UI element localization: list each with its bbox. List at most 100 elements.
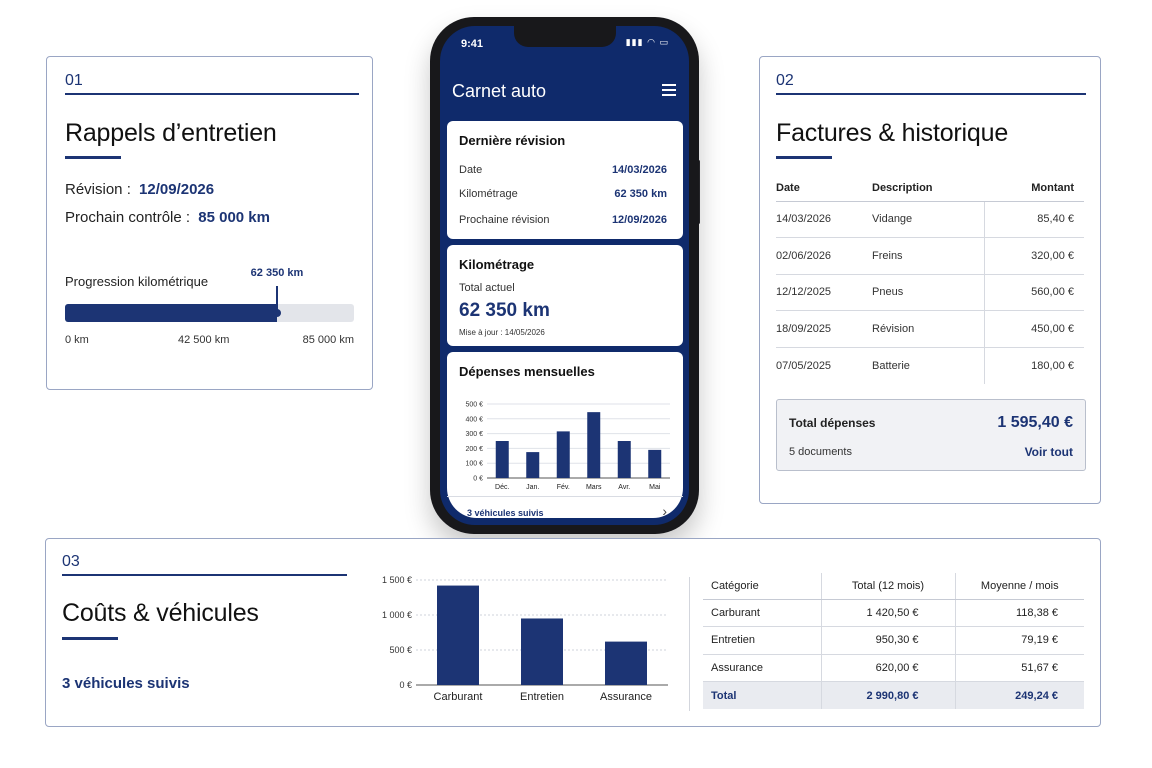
next-check-line: Prochain contrôle : 85 000 km <box>65 209 270 226</box>
progress-marker-dot <box>272 309 281 317</box>
title-underline <box>776 156 832 159</box>
last-revision-row: Prochaine révision 12/09/2026 <box>459 214 667 226</box>
bar <box>556 431 570 478</box>
mileage-progress-bar <box>65 286 354 322</box>
total-average: 249,24 € <box>954 681 1084 709</box>
section-number: 02 <box>776 72 794 89</box>
x-tick-label: Fév. <box>557 484 570 491</box>
row-value: 62 350 km <box>614 188 667 200</box>
invoice-date: 14/03/2026 <box>776 201 872 239</box>
table-header-row: Catégorie Total (12 mois) Moyenne / mois <box>703 573 1084 600</box>
x-tick-label: Avr. <box>618 484 630 491</box>
total-category: Total <box>703 681 821 709</box>
revision-label: Révision : <box>65 181 131 198</box>
last-revision-card[interactable]: Dernière révision Date 14/03/2026 Kilomé… <box>447 121 683 239</box>
expenses-summary: Total dépenses 1 595,40 € 5 documents Vo… <box>776 399 1086 471</box>
vehicles-tracked-link[interactable]: 3 véhicules suivis <box>467 508 544 518</box>
table-row[interactable]: 12/12/2025 Pneus 560,00 € <box>776 274 1084 312</box>
chevron-right-icon[interactable]: › <box>662 503 667 519</box>
column-header-description: Description <box>872 175 985 202</box>
row-label: Date <box>459 164 483 176</box>
y-tick-label: 100 € <box>465 461 483 468</box>
maintenance-reminders-card: 01 Rappels d’entretien Révision : 12/09/… <box>46 56 373 390</box>
progress-tick-mid: 42 500 km <box>178 334 230 346</box>
cost-average: 79,19 € <box>954 626 1084 655</box>
next-check-label: Prochain contrôle : <box>65 209 191 226</box>
cost-category: Entretien <box>703 626 821 655</box>
invoice-date: 12/12/2025 <box>776 274 872 312</box>
table-row[interactable]: 02/06/2026 Freins 320,00 € <box>776 237 1084 275</box>
section-title: Coûts & véhicules <box>62 599 259 627</box>
section-title: Factures & historique <box>776 119 1009 147</box>
bar <box>605 641 647 685</box>
x-tick-label: Mai <box>649 484 661 491</box>
bar <box>617 441 631 478</box>
invoice-date: 18/09/2025 <box>776 310 872 348</box>
x-tick-label: Jan. <box>526 484 539 491</box>
table-row: Entretien 950,30 €79,19 € <box>703 626 1084 655</box>
bar <box>587 412 601 478</box>
y-tick-label: 1 000 € <box>382 610 412 620</box>
app-title: Carnet auto <box>452 81 547 101</box>
invoice-description: Pneus <box>872 274 985 312</box>
documents-count: 5 documents <box>789 446 852 458</box>
progress-label: Progression kilométrique <box>65 274 209 289</box>
invoice-amount: 450,00 € <box>984 310 1084 348</box>
table-row[interactable]: 14/03/2026 Vidange 85,40 € <box>776 201 1084 239</box>
section-rule <box>776 93 1086 95</box>
table-total-row: Total 2 990,80 €249,24 € <box>703 681 1084 709</box>
y-tick-label: 0 € <box>399 680 412 690</box>
phone-mockup: 9:41 ▮▮▮ ◠ ▭ Carnet auto Dernière révisi… <box>430 17 699 534</box>
y-tick-label: 300 € <box>465 431 483 438</box>
vertical-divider <box>689 577 690 711</box>
invoice-date: 07/05/2025 <box>776 359 832 372</box>
table-header-row: Date Description Montant <box>776 175 1084 202</box>
monthly-expenses-chart: 0 € 100 € 200 € 300 € 400 € 500 € Déc. Jan. Fév.… <box>465 401 670 491</box>
section-number: 03 <box>62 553 80 570</box>
column-header-amount: Montant <box>984 175 1084 202</box>
revision-line: Révision : 12/09/2026 <box>65 181 214 198</box>
table-row[interactable]: 07/05/2025 Batterie 180,00 € <box>776 347 1084 384</box>
invoice-amount: 85,40 € <box>984 201 1084 239</box>
revision-value: 12/09/2026 <box>139 181 215 198</box>
cost-category: Carburant <box>703 599 821 627</box>
last-revision-row: Date 14/03/2026 <box>459 164 667 176</box>
category-costs-chart: 0 € 500 € 1 000 € 1 500 € Carburant Entretien… <box>382 575 668 703</box>
invoice-description: Freins <box>872 237 985 275</box>
total-expenses-value: 1 595,40 € <box>997 414 1073 431</box>
invoice-description: Batterie <box>872 359 910 372</box>
section-rule <box>65 93 359 95</box>
wifi-icon: ◠ <box>647 37 656 47</box>
status-time: 9:41 <box>461 38 484 50</box>
mileage-updated: Mise à jour : 14/05/2026 <box>459 328 545 337</box>
invoice-description: Révision <box>872 310 985 348</box>
progress-tick-max: 85 000 km <box>302 334 354 346</box>
y-tick-label: 1 500 € <box>382 575 412 585</box>
bar <box>437 585 479 685</box>
phone-screen: 9:41 ▮▮▮ ◠ ▭ Carnet auto Dernière révisi… <box>440 26 689 525</box>
phone-notch <box>514 26 616 47</box>
bar <box>521 618 563 685</box>
card-divider <box>447 496 683 497</box>
hamburger-menu-icon[interactable] <box>662 84 676 96</box>
row-label: Kilométrage <box>459 188 518 200</box>
last-revision-row: Kilométrage 62 350 km <box>459 188 667 200</box>
invoices-table: Date Description Montant 14/03/2026 Vidan… <box>776 175 1084 384</box>
section-title: Rappels d’entretien <box>65 119 277 147</box>
y-tick-label: 200 € <box>465 446 483 453</box>
mileage-total-value: 62 350 km <box>459 300 550 321</box>
title-underline <box>65 156 121 159</box>
invoice-amount: 560,00 € <box>984 274 1084 312</box>
x-tick-label: Carburant <box>434 691 483 703</box>
y-tick-label: 500 € <box>465 401 483 408</box>
y-tick-label: 500 € <box>389 645 412 655</box>
invoice-date: 02/06/2026 <box>776 237 872 275</box>
costs-table: Catégorie Total (12 mois) Moyenne / mois… <box>703 573 1084 709</box>
table-row[interactable]: 18/09/2025 Révision 450,00 € <box>776 310 1084 348</box>
column-header-average: Moyenne / mois <box>954 573 1084 600</box>
row-label: Prochaine révision <box>459 214 550 226</box>
y-tick-label: 0 € <box>473 475 483 482</box>
cost-total: 950,30 € <box>820 626 955 655</box>
see-all-link[interactable]: Voir tout <box>1024 445 1073 459</box>
mileage-card[interactable]: Kilométrage Total actuel 62 350 km Mise … <box>447 245 683 346</box>
